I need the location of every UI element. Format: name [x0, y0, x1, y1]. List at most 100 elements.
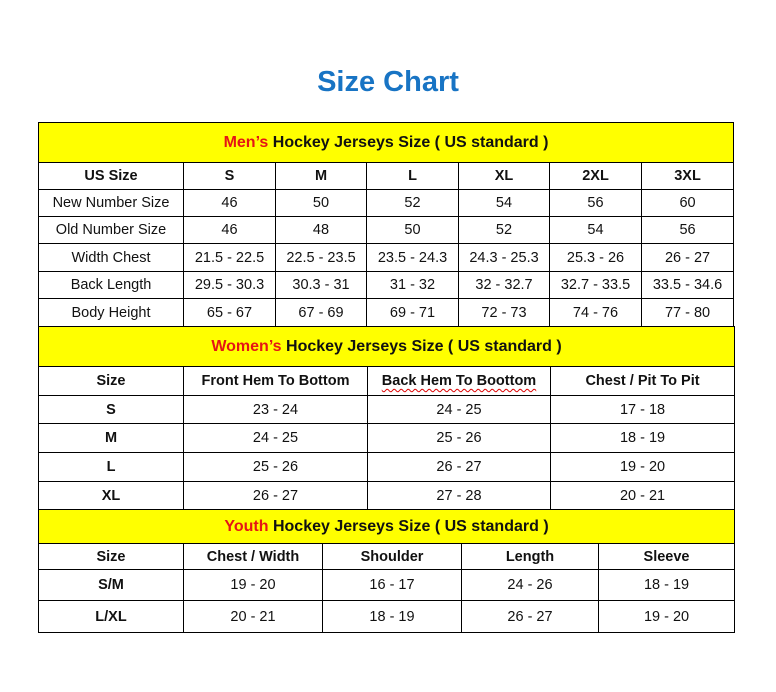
column-header: Size — [38, 543, 184, 570]
table-cell: 23.5 - 24.3 — [366, 243, 459, 272]
table-cell: 26 - 27 — [461, 600, 599, 633]
row-label: Old Number Size — [38, 216, 184, 244]
column-header: Length — [461, 543, 599, 570]
column-header: Sleeve — [597, 543, 736, 570]
table-cell: 29.5 - 30.3 — [183, 271, 276, 299]
table-cell: 50 — [366, 216, 459, 244]
table-cell: 25 - 26 — [367, 423, 551, 453]
page-title: Size Chart — [317, 66, 459, 98]
youth-header-row: Size Chest / Width Shoulder Length Sleeve — [38, 543, 736, 570]
table-cell: 24.3 - 25.3 — [458, 243, 550, 272]
table-cell: 19 - 20 — [597, 600, 736, 633]
table-cell: 60 — [640, 189, 735, 217]
row-label: L — [38, 452, 184, 482]
row-label: XL — [38, 481, 184, 510]
men-header-row: US Size S M L XL 2XL 3XL — [38, 162, 735, 190]
row-label: Body Height — [38, 298, 184, 327]
column-header: Chest / Pit To Pit — [549, 366, 736, 396]
table-cell: 56 — [549, 189, 642, 217]
youth-section-heading: Youth Hockey Jerseys Size ( US standard … — [37, 509, 736, 544]
table-row: New Number Size 46 50 52 54 56 60 — [38, 189, 735, 217]
table-cell: 26 - 27 — [640, 243, 735, 272]
table-cell: 48 — [275, 216, 367, 244]
column-header: Size — [38, 366, 184, 396]
row-label: Width Chest — [38, 243, 184, 272]
table-cell: 18 - 19 — [322, 600, 462, 633]
table-cell: 33.5 - 34.6 — [640, 271, 735, 299]
column-header: XL — [458, 162, 550, 190]
women-section-heading: Women’s Hockey Jerseys Size ( US standar… — [37, 326, 736, 367]
table-row: L 25 - 26 26 - 27 19 - 20 — [38, 452, 736, 482]
table-cell: 24 - 25 — [183, 423, 368, 453]
table-cell: 72 - 73 — [458, 298, 550, 327]
table-cell: 25 - 26 — [183, 452, 368, 482]
table-cell: 50 — [275, 189, 367, 217]
men-section-heading: Men’s Hockey Jerseys Size ( US standard … — [37, 122, 735, 163]
table-row: S 23 - 24 24 - 25 17 - 18 — [38, 395, 736, 424]
table-cell: 18 - 19 — [597, 569, 736, 601]
men-size-table: Men’s Hockey Jerseys Size ( US standard … — [37, 122, 735, 327]
table-cell: 46 — [183, 189, 276, 217]
table-cell: 52 — [366, 189, 459, 217]
youth-heading-accent: Youth — [224, 517, 269, 535]
table-cell: 67 - 69 — [275, 298, 367, 327]
youth-size-table: Youth Hockey Jerseys Size ( US standard … — [37, 509, 736, 633]
column-header: 2XL — [549, 162, 642, 190]
table-cell: 16 - 17 — [322, 569, 462, 601]
table-cell: 22.5 - 23.5 — [275, 243, 367, 272]
table-cell: 52 — [458, 216, 550, 244]
table-cell: 27 - 28 — [367, 481, 551, 510]
table-cell: 46 — [183, 216, 276, 244]
table-cell: 18 - 19 — [549, 423, 736, 453]
table-cell: 23 - 24 — [183, 395, 368, 424]
women-heading-rest: Hockey Jerseys Size ( US standard ) — [281, 337, 562, 355]
row-label: S — [38, 395, 184, 424]
column-header: Front Hem To Bottom — [183, 366, 368, 396]
women-header-row: Size Front Hem To Bottom Back Hem To Boott… — [38, 366, 736, 396]
table-cell: 54 — [549, 216, 642, 244]
table-row: Body Height 65 - 67 67 - 69 69 - 71 72 - 73 7… — [38, 298, 735, 327]
table-cell: 32 - 32.7 — [458, 271, 550, 299]
table-cell: 20 - 21 — [549, 481, 736, 510]
table-cell: 69 - 71 — [366, 298, 459, 327]
column-header: 3XL — [640, 162, 735, 190]
column-header: S — [183, 162, 276, 190]
table-row: Back Length 29.5 - 30.3 30.3 - 31 31 - 32 32… — [38, 271, 735, 299]
column-header: Back Hem To Boottom — [367, 366, 551, 396]
table-cell: 24 - 25 — [367, 395, 551, 424]
table-cell: 25.3 - 26 — [549, 243, 642, 272]
column-header: M — [275, 162, 367, 190]
table-cell: 21.5 - 22.5 — [183, 243, 276, 272]
table-cell: 32.7 - 33.5 — [549, 271, 642, 299]
table-row: Width Chest 21.5 - 22.5 22.5 - 23.5 23.5 - … — [38, 243, 735, 272]
table-cell: 19 - 20 — [183, 569, 323, 601]
column-header: US Size — [38, 162, 184, 190]
table-cell: 65 - 67 — [183, 298, 276, 327]
row-label: New Number Size — [38, 189, 184, 217]
row-label: Back Length — [38, 271, 184, 299]
table-cell: 74 - 76 — [549, 298, 642, 327]
row-label: S/M — [38, 569, 184, 601]
header-text: Back Hem To Boottom — [381, 373, 537, 389]
table-cell: 24 - 26 — [461, 569, 599, 601]
table-cell: 26 - 27 — [183, 481, 368, 510]
column-header: L — [366, 162, 459, 190]
youth-heading-rest: Hockey Jerseys Size ( US standard ) — [268, 517, 549, 535]
table-cell: 31 - 32 — [366, 271, 459, 299]
women-heading-accent: Women’s — [211, 337, 282, 355]
row-label: M — [38, 423, 184, 453]
table-row: Old Number Size 46 48 50 52 54 56 — [38, 216, 735, 244]
column-header: Shoulder — [322, 543, 462, 570]
table-cell: 19 - 20 — [549, 452, 736, 482]
men-heading-accent: Men’s — [223, 133, 269, 151]
row-label: L/XL — [38, 600, 184, 633]
table-cell: 54 — [458, 189, 550, 217]
men-heading-rest: Hockey Jerseys Size ( US standard ) — [268, 133, 549, 151]
table-row: XL 26 - 27 27 - 28 20 - 21 — [38, 481, 736, 510]
table-cell: 20 - 21 — [183, 600, 323, 633]
table-cell: 77 - 80 — [640, 298, 735, 327]
table-row: M 24 - 25 25 - 26 18 - 19 — [38, 423, 736, 453]
table-row: S/M 19 - 20 16 - 17 24 - 26 18 - 19 — [38, 569, 736, 601]
women-size-table: Women’s Hockey Jerseys Size ( US standar… — [37, 326, 736, 510]
table-row: L/XL 20 - 21 18 - 19 26 - 27 19 - 20 — [38, 600, 736, 633]
